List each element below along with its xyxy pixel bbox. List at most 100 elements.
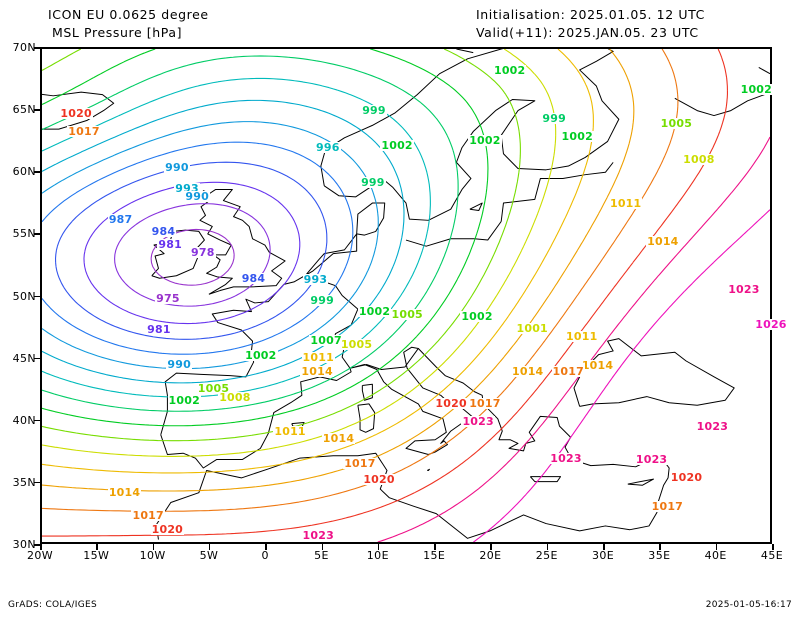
coastline-path (151, 229, 205, 279)
isobar-1026 (473, 209, 770, 542)
footer-timestamp: 2025-01-05-16:17 (705, 600, 792, 610)
contour-label-1014: 1014 (580, 358, 615, 372)
isobar-path-975 (150, 228, 235, 286)
isobar-path-1020 (42, 49, 728, 537)
contour-label-1011: 1011 (273, 424, 307, 438)
xtick-mark (40, 544, 42, 550)
contour-label-1005: 1005 (390, 307, 424, 321)
contour-label-1002: 1002 (167, 393, 201, 407)
coastline-path (42, 91, 115, 130)
contour-label-1014: 1014 (107, 485, 142, 499)
contour-label-1007: 1007 (309, 333, 343, 347)
pressure-contour-plot: 1020 1017 996 1002 1002 1002 999 1002 999 1005 100… (40, 47, 788, 544)
contour-label-1020: 1020 (150, 522, 185, 536)
xtick-label-35E: 35E (648, 549, 671, 562)
contour-label-1017: 1017 (343, 456, 377, 470)
xtick-label-45E: 45E (760, 549, 784, 562)
isobar-984 (54, 161, 328, 340)
ytick-label-55N: 55N (12, 227, 36, 241)
ytick-label-45N: 45N (12, 351, 36, 365)
xtick-mark (96, 544, 98, 550)
contour-label-981: 981 (157, 238, 183, 252)
contour-label-990: 990 (166, 357, 192, 371)
contour-label-1023: 1023 (301, 529, 335, 543)
contour-label-1023: 1023 (634, 453, 669, 467)
contour-label-1005: 1005 (659, 116, 694, 130)
isobar-path-1026 (473, 209, 770, 542)
ytick-label-60N: 60N (12, 165, 36, 179)
ytick-mark (34, 419, 40, 422)
contour-label-1011: 1011 (608, 197, 643, 211)
coastline-path (356, 202, 386, 236)
contour-label-1026: 1026 (754, 317, 788, 331)
contour-label-1023: 1023 (695, 419, 730, 433)
contour-label-975: 975 (155, 291, 181, 305)
xtick-mark (772, 544, 774, 550)
ytick-label-35N: 35N (12, 475, 36, 489)
contour-label-999: 999 (360, 176, 386, 190)
xtick-label-30E: 30E (591, 549, 615, 562)
ytick-mark (34, 171, 40, 173)
coastline-path (427, 468, 430, 471)
contour-label-1014: 1014 (300, 365, 334, 379)
contour-label-996: 996 (315, 141, 341, 155)
xtick-mark (265, 544, 267, 550)
contour-label-984: 984 (240, 271, 267, 285)
contour-label-1020: 1020 (59, 106, 93, 120)
contour-label-1020: 1020 (434, 397, 468, 411)
coastline-path (758, 67, 770, 75)
coastline-path (456, 49, 474, 54)
ytick-mark (34, 481, 40, 484)
xtick-mark (208, 544, 211, 550)
contour-label-1001: 1001 (515, 321, 549, 335)
xtick-label-0: 0 (261, 549, 269, 562)
contour-label-1008: 1008 (218, 391, 252, 405)
contour-label-1002: 1002 (560, 130, 594, 144)
contour-label-1002: 1002 (468, 133, 502, 147)
contour-label-981: 981 (146, 322, 172, 336)
contour-label-1023: 1023 (461, 414, 495, 428)
contour-label-990: 990 (164, 161, 190, 175)
coastline-path (573, 338, 735, 407)
contour-label-984: 984 (150, 224, 177, 238)
ytick-mark (34, 233, 40, 235)
initialisation-line: Initialisation: 2025.01.05. 12 UTC (476, 7, 705, 22)
contour-label-1017: 1017 (650, 500, 685, 514)
contour-label-1011: 1011 (301, 351, 335, 365)
isobar-999 (42, 55, 459, 412)
isobar-1011 (42, 49, 594, 474)
isobar-975 (150, 228, 235, 286)
isobar-path-1023 (377, 136, 770, 542)
valid-time-line: Valid(+11): 2025.JAN.05. 23 UTC (476, 25, 699, 40)
ytick-mark (34, 357, 40, 360)
ytick-mark (34, 295, 40, 297)
contour-label-1008: 1008 (682, 152, 716, 166)
xtick-mark (659, 544, 661, 550)
contour-label-1017: 1017 (67, 125, 101, 139)
contour-label-999: 999 (541, 111, 567, 125)
coastline-path (405, 221, 502, 247)
xtick-label-20W: 20W (26, 549, 54, 562)
xtick-label-10W: 10W (139, 549, 166, 562)
contour-label-1002: 1002 (244, 348, 278, 362)
coastline-path (529, 476, 562, 483)
xtick-mark (546, 544, 549, 550)
isobar-987 (42, 141, 354, 355)
xtick-label-20E: 20E (479, 549, 502, 562)
xtick-mark (321, 544, 324, 550)
contour-label-993: 993 (174, 182, 200, 196)
xtick-label-15E: 15E (423, 549, 446, 562)
contour-label-1014: 1014 (321, 432, 356, 446)
xtick-label-5E: 5E (314, 549, 329, 562)
contour-label-1017: 1017 (468, 397, 502, 411)
ytick-mark (34, 544, 40, 546)
xtick-label-40E: 40E (704, 549, 727, 562)
coastline-path (349, 346, 474, 456)
title-line1: ICON EU 0.0625 degree (48, 7, 209, 22)
coastline-path (469, 202, 483, 211)
isobar-path-999 (42, 55, 459, 412)
contour-label-1011: 1011 (565, 330, 599, 344)
contour-label-1002: 1002 (380, 138, 414, 152)
coastline-path (320, 49, 620, 221)
contour-label-1005: 1005 (339, 337, 374, 351)
